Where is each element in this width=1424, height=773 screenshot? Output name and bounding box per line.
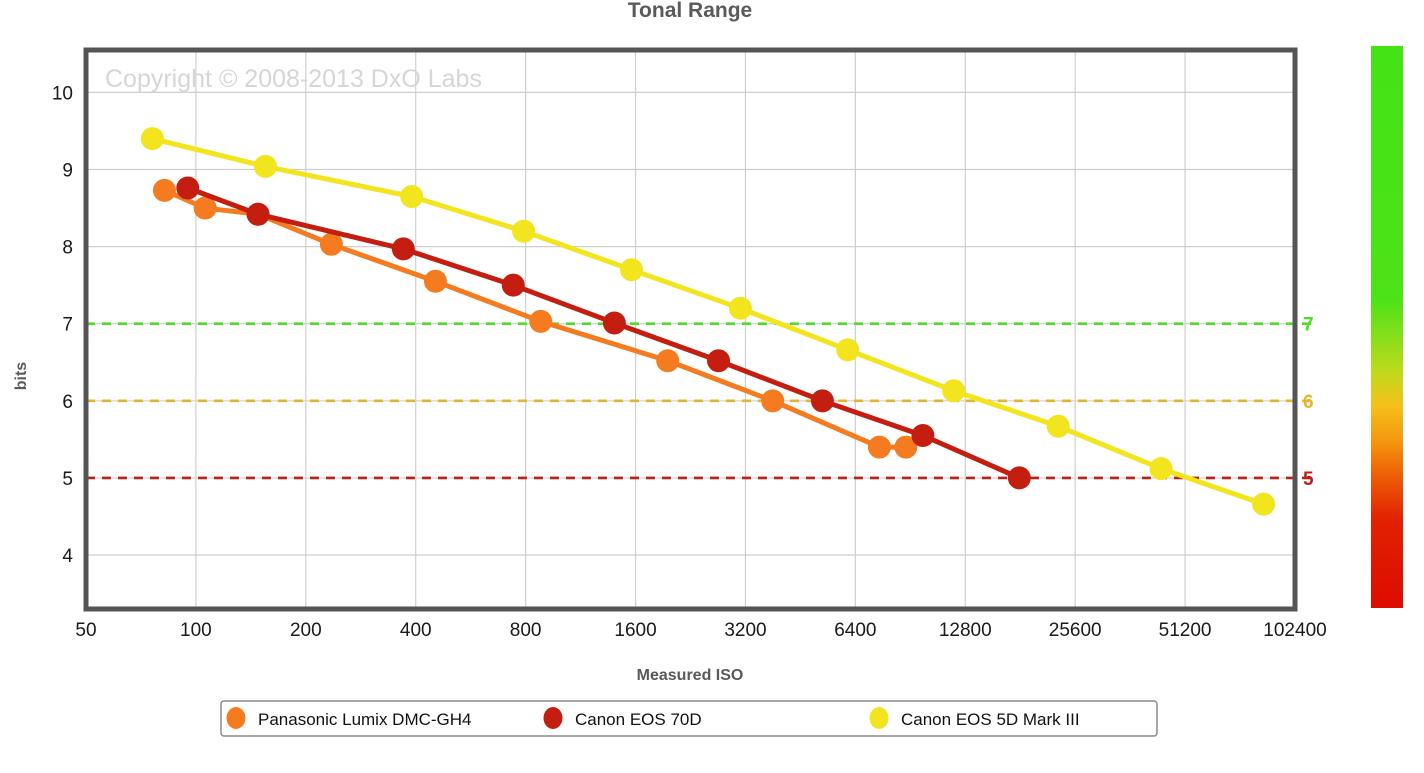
legend-label[interactable]: Canon EOS 5D Mark III bbox=[901, 710, 1080, 729]
data-point[interactable] bbox=[176, 176, 200, 200]
x-tick-label: 12800 bbox=[939, 620, 992, 641]
x-tick-label: 50 bbox=[75, 620, 96, 641]
data-point[interactable] bbox=[728, 296, 752, 320]
data-point[interactable] bbox=[911, 424, 935, 448]
series-line bbox=[185, 185, 1022, 481]
reference-line-labels: 7 6 5 bbox=[1303, 315, 1314, 490]
x-tick-label: 100 bbox=[180, 620, 212, 641]
x-tick-label: 3200 bbox=[724, 620, 766, 641]
data-point[interactable] bbox=[602, 311, 626, 335]
y-tick-label: 10 bbox=[52, 83, 73, 104]
y-tick-label: 4 bbox=[62, 546, 73, 567]
legend-box bbox=[220, 700, 1158, 737]
y-axis-ticks: 4 5 6 7 8 9 10 bbox=[52, 83, 74, 567]
data-point[interactable] bbox=[501, 273, 525, 297]
x-tick-label: 400 bbox=[400, 620, 432, 641]
chart-title: Tonal Range bbox=[628, 0, 752, 22]
x-tick-label: 6400 bbox=[834, 620, 876, 641]
x-tick-label: 200 bbox=[290, 620, 322, 641]
plot-frame bbox=[83, 47, 1298, 612]
data-point[interactable] bbox=[529, 309, 553, 333]
legend-marker bbox=[226, 707, 246, 729]
series-line bbox=[149, 136, 1267, 507]
x-axis-title: Measured ISO bbox=[637, 667, 744, 684]
data-point[interactable] bbox=[620, 258, 644, 282]
y-tick-label: 6 bbox=[62, 392, 73, 413]
data-point[interactable] bbox=[942, 379, 966, 403]
quality-colorbar bbox=[1371, 46, 1403, 608]
data-point[interactable] bbox=[140, 127, 164, 151]
data-point[interactable] bbox=[1046, 414, 1070, 438]
legend-label[interactable]: Panasonic Lumix DMC-GH4 bbox=[258, 710, 472, 729]
data-point[interactable] bbox=[193, 196, 217, 220]
data-series bbox=[140, 127, 1276, 516]
y-tick-label: 9 bbox=[62, 161, 73, 182]
data-point[interactable] bbox=[400, 184, 424, 208]
x-tick-label: 800 bbox=[510, 620, 542, 641]
data-point[interactable] bbox=[391, 237, 415, 261]
x-tick-label: 102400 bbox=[1263, 620, 1326, 641]
data-point[interactable] bbox=[423, 269, 447, 293]
legend-label[interactable]: Canon EOS 70D bbox=[575, 710, 702, 729]
data-point[interactable] bbox=[656, 349, 680, 373]
legend-marker bbox=[543, 707, 563, 729]
copyright-watermark: Copyright © 2008-2013 DxO Labs bbox=[105, 65, 482, 93]
data-point[interactable] bbox=[1149, 457, 1173, 481]
data-point[interactable] bbox=[319, 232, 343, 256]
x-tick-label: 51200 bbox=[1159, 620, 1212, 641]
x-tick-label: 1600 bbox=[614, 620, 656, 641]
data-point[interactable] bbox=[512, 219, 536, 243]
y-axis-title: bits bbox=[13, 362, 30, 391]
legend-marker bbox=[869, 707, 889, 729]
data-point[interactable] bbox=[253, 154, 277, 178]
grid-lines bbox=[85, 50, 1296, 609]
chart-legend: Panasonic Lumix DMC-GH4 Canon EOS 70D Cano… bbox=[220, 700, 1158, 737]
data-point[interactable] bbox=[152, 178, 176, 202]
x-tick-label: 25600 bbox=[1049, 620, 1102, 641]
reference-line-label: 7 bbox=[1303, 315, 1314, 336]
data-point[interactable] bbox=[867, 435, 891, 459]
series-line bbox=[161, 187, 909, 450]
data-point[interactable] bbox=[1252, 492, 1276, 516]
x-axis-ticks: 50 100 200 400 800 1600 3200 6400 12800 25600 5120… bbox=[75, 620, 1326, 641]
y-tick-label: 7 bbox=[62, 315, 73, 336]
y-tick-label: 8 bbox=[62, 238, 73, 259]
data-point[interactable] bbox=[246, 202, 270, 226]
data-point[interactable] bbox=[1007, 466, 1031, 490]
data-point[interactable] bbox=[894, 435, 918, 459]
data-point[interactable] bbox=[707, 349, 731, 373]
data-point[interactable] bbox=[761, 389, 785, 413]
reference-lines bbox=[86, 322, 1316, 480]
data-point[interactable] bbox=[836, 338, 860, 362]
reference-line-label: 5 bbox=[1303, 469, 1314, 490]
y-tick-label: 5 bbox=[62, 469, 73, 490]
reference-line-label: 6 bbox=[1303, 392, 1314, 413]
data-point[interactable] bbox=[810, 389, 834, 413]
